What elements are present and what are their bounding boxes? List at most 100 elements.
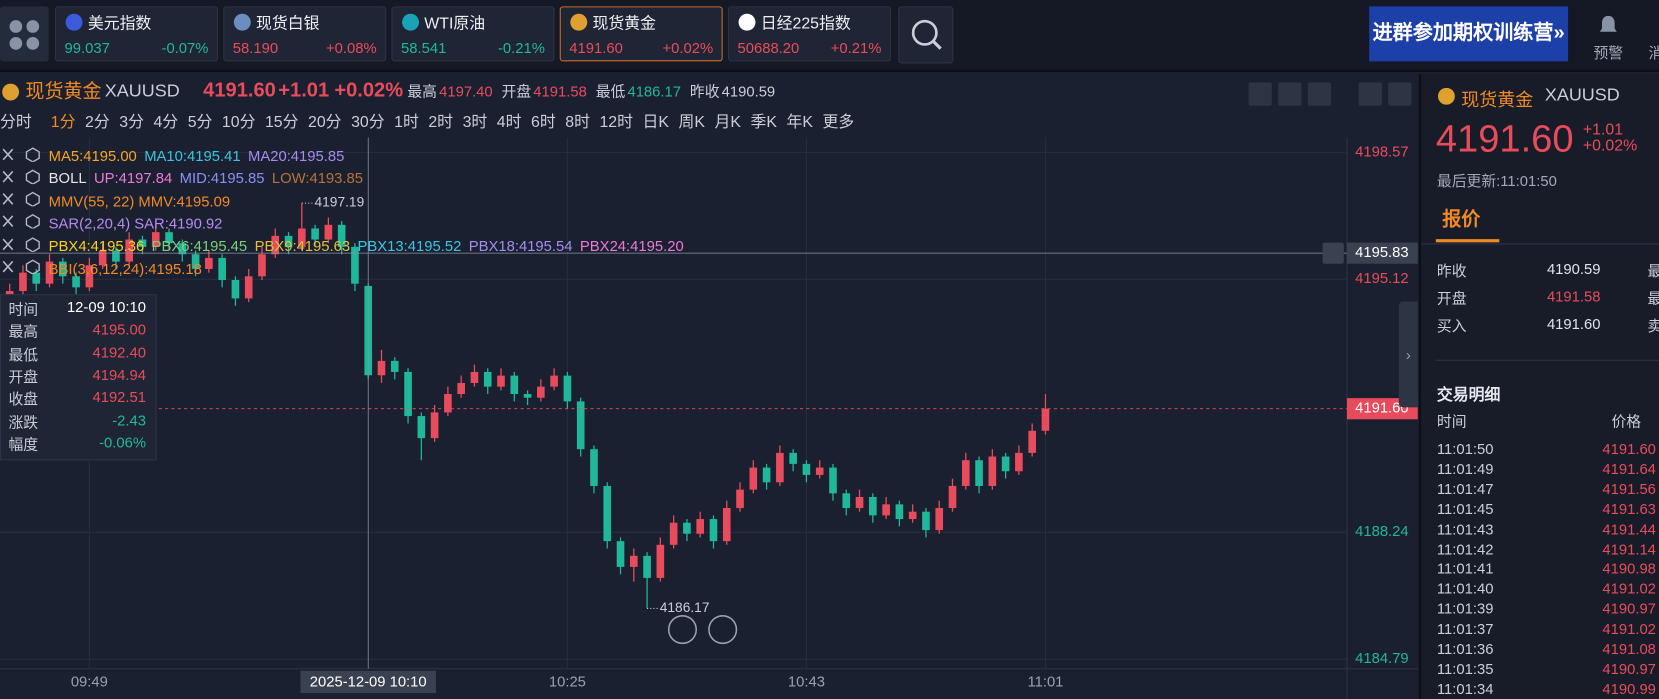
period-tab[interactable]: 20分	[308, 113, 342, 132]
period-tab[interactable]: 3分	[119, 113, 144, 132]
menu-button[interactable]	[0, 6, 49, 62]
crosshair-price-label: 4195.83	[1355, 245, 1409, 261]
trade-price: 4191.60	[1602, 440, 1656, 458]
indicator-value: PBX6:4195.45	[151, 237, 248, 255]
quote-label: 昨收	[1436, 262, 1467, 280]
candle-body	[1001, 456, 1010, 472]
indicator-controls[interactable]	[0, 214, 49, 232]
ticker-card[interactable]: 美元指数 99.037 -0.07%	[55, 6, 218, 62]
indicator-controls[interactable]	[0, 191, 49, 210]
ticker-icon	[402, 13, 420, 31]
indicator-row: BBI(3,6,12,24):4195.18	[0, 258, 209, 279]
indicator-value: PBX13:4195.52	[357, 237, 462, 255]
candle-body	[975, 460, 983, 486]
period-tab[interactable]: 4分	[153, 113, 179, 132]
tool-button[interactable]	[1248, 82, 1272, 106]
candle-body	[284, 235, 293, 247]
ohlc-tooltip: 时间 12-09 10:10 最高 4195.00 最低 4192.40 开盘 4194.94…	[0, 294, 157, 461]
period-tab[interactable]: 15分	[264, 113, 299, 132]
candle-body	[58, 261, 67, 277]
quote-tab[interactable]: 报价	[1442, 208, 1481, 230]
divider	[1435, 359, 1659, 361]
ticker-card[interactable]: WTI原油 58.541 -0.21%	[391, 6, 555, 62]
symbol-code[interactable]: XAUUSD	[104, 80, 180, 101]
candle-body	[404, 371, 412, 417]
menu-icon	[9, 20, 40, 50]
col-price: 价格	[1611, 412, 1642, 430]
period-tab[interactable]: 10分	[221, 113, 256, 132]
period-tab[interactable]: 2分	[85, 113, 110, 132]
period-tab[interactable]: 3时	[462, 113, 488, 132]
trade-time: 11:01:36	[1436, 640, 1494, 658]
period-tab[interactable]: 1分	[50, 113, 76, 132]
stat-label: 最高	[407, 82, 437, 100]
trade-time: 11:01:45	[1436, 500, 1494, 518]
period-tab[interactable]: 12时	[599, 113, 633, 132]
promo-banner[interactable]: 进群参加期权训练营»	[1369, 6, 1569, 62]
indicator-controls[interactable]	[0, 236, 49, 255]
period-tab[interactable]: 分时	[0, 113, 32, 132]
candle-body	[576, 401, 585, 450]
period-tab[interactable]: 30分	[351, 113, 385, 132]
ticker-icon	[233, 13, 251, 31]
indicator-controls[interactable]	[0, 259, 49, 277]
ticker-card[interactable]: 现货白银 58.190 +0.08%	[223, 6, 387, 62]
playback-button	[708, 615, 738, 645]
indicator-controls[interactable]	[0, 169, 49, 187]
ticker-card[interactable]: 现货黄金 4191.60 +0.02%	[559, 6, 723, 62]
indicator-row: PBX4:4195.36 PBX6:4195.45 PBX9:4195.63 PBX1…	[0, 235, 691, 256]
trade-price: 4190.99	[1602, 680, 1656, 698]
candle-body	[151, 232, 160, 247]
candle-body	[205, 257, 213, 269]
period-tab[interactable]: 1时	[394, 113, 419, 132]
period-tab[interactable]: 8时	[565, 113, 590, 132]
period-tab[interactable]: 更多	[822, 113, 855, 132]
stat-value: 4191.58	[533, 82, 587, 100]
tooltip-value: 4195.00	[92, 320, 147, 338]
stat-label: 开盘	[501, 82, 532, 100]
candle-body	[45, 261, 54, 284]
period-tab[interactable]: 月K	[714, 113, 741, 132]
tooltip-label: 最低	[8, 345, 39, 363]
ticker-card[interactable]: 日经225指数 50688.20 +0.21%	[727, 6, 891, 62]
period-tab[interactable]: 5分	[187, 113, 213, 132]
tool-button[interactable]	[1307, 82, 1332, 106]
last-price: 4191.60	[203, 79, 276, 102]
side-panel: 现货黄金 XAUUSD 4191.60 +1.01 +0.02% 最后更新:11…	[1418, 74, 1659, 699]
max-label: 4197.19	[315, 195, 365, 210]
trade-price: 4191.64	[1602, 460, 1656, 478]
candle-body	[444, 394, 452, 413]
expand-button[interactable]	[1358, 82, 1382, 106]
candle-body	[98, 250, 107, 266]
stat-label: 昨收	[689, 82, 720, 100]
candle-body	[19, 272, 27, 292]
candle-body	[178, 243, 187, 255]
period-tab[interactable]: 4时	[496, 113, 522, 132]
candle-body	[776, 452, 784, 483]
candle-body	[722, 508, 731, 542]
tool-button[interactable]	[1278, 82, 1302, 106]
period-tab[interactable]: 年K	[786, 113, 813, 132]
message-label[interactable]: 消	[1649, 42, 1659, 63]
indicator-controls[interactable]	[0, 146, 49, 165]
tooltip-value: 4192.51	[92, 388, 147, 406]
candle-body	[417, 416, 426, 439]
period-tab[interactable]: 6时	[531, 113, 556, 132]
candle-body	[603, 485, 612, 542]
period-tab[interactable]: 日K	[642, 113, 669, 132]
search-button[interactable]	[898, 6, 954, 64]
candle-body	[537, 386, 545, 398]
candle-body	[271, 235, 280, 255]
trade-price: 4190.97	[1602, 600, 1656, 618]
ticker-name: 现货黄金	[592, 14, 657, 33]
alert-label[interactable]: 预警	[1593, 44, 1624, 62]
panel-toggle[interactable]: ›	[1398, 301, 1418, 408]
close-button[interactable]	[1388, 82, 1412, 106]
period-tab[interactable]: 周K	[678, 113, 705, 132]
trade-price: 4191.63	[1602, 500, 1656, 518]
min-label: 4186.17	[660, 600, 710, 615]
period-tab[interactable]: 2时	[428, 113, 454, 132]
period-tab[interactable]: 季K	[750, 113, 777, 132]
candle-body	[842, 493, 851, 509]
candle-body	[138, 239, 147, 247]
